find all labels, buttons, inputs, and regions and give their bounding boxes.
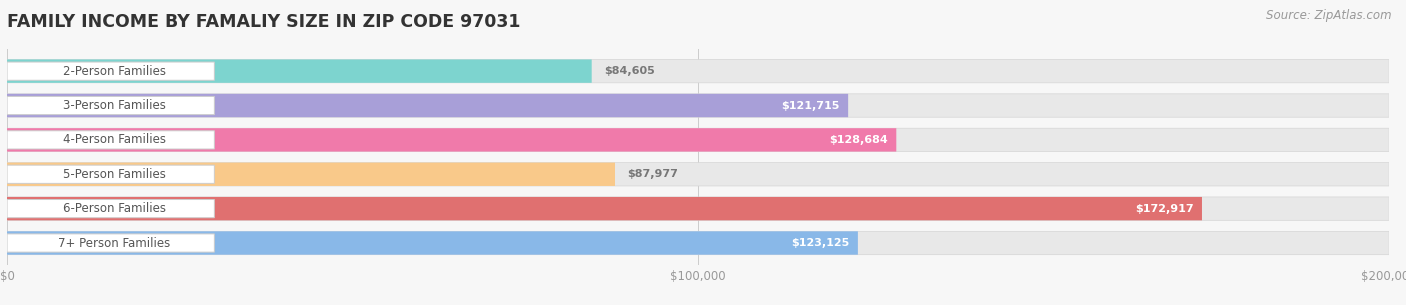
Text: $121,715: $121,715 (782, 101, 839, 110)
FancyBboxPatch shape (7, 59, 1389, 83)
FancyBboxPatch shape (7, 197, 1202, 220)
Text: $123,125: $123,125 (792, 238, 849, 248)
FancyBboxPatch shape (7, 197, 1389, 220)
Text: $172,917: $172,917 (1135, 204, 1194, 213)
FancyBboxPatch shape (7, 128, 896, 152)
FancyBboxPatch shape (7, 94, 848, 117)
Text: 6-Person Families: 6-Person Families (63, 202, 166, 215)
Text: $87,977: $87,977 (627, 169, 678, 179)
FancyBboxPatch shape (7, 231, 858, 255)
FancyBboxPatch shape (7, 94, 1389, 117)
FancyBboxPatch shape (7, 163, 1389, 186)
Text: 7+ Person Families: 7+ Person Families (58, 236, 170, 249)
FancyBboxPatch shape (7, 163, 614, 186)
FancyBboxPatch shape (7, 96, 214, 115)
Text: 2-Person Families: 2-Person Families (63, 65, 166, 78)
Text: $128,684: $128,684 (830, 135, 889, 145)
FancyBboxPatch shape (7, 234, 214, 252)
FancyBboxPatch shape (7, 199, 214, 218)
FancyBboxPatch shape (7, 128, 1389, 152)
Text: FAMILY INCOME BY FAMALIY SIZE IN ZIP CODE 97031: FAMILY INCOME BY FAMALIY SIZE IN ZIP COD… (7, 13, 520, 31)
FancyBboxPatch shape (7, 165, 214, 183)
FancyBboxPatch shape (7, 59, 592, 83)
FancyBboxPatch shape (7, 62, 214, 80)
FancyBboxPatch shape (7, 131, 214, 149)
FancyBboxPatch shape (7, 231, 1389, 255)
Text: $84,605: $84,605 (605, 66, 655, 76)
Text: 3-Person Families: 3-Person Families (63, 99, 166, 112)
Text: 5-Person Families: 5-Person Families (63, 168, 166, 181)
Text: 4-Person Families: 4-Person Families (63, 133, 166, 146)
Text: Source: ZipAtlas.com: Source: ZipAtlas.com (1267, 9, 1392, 22)
